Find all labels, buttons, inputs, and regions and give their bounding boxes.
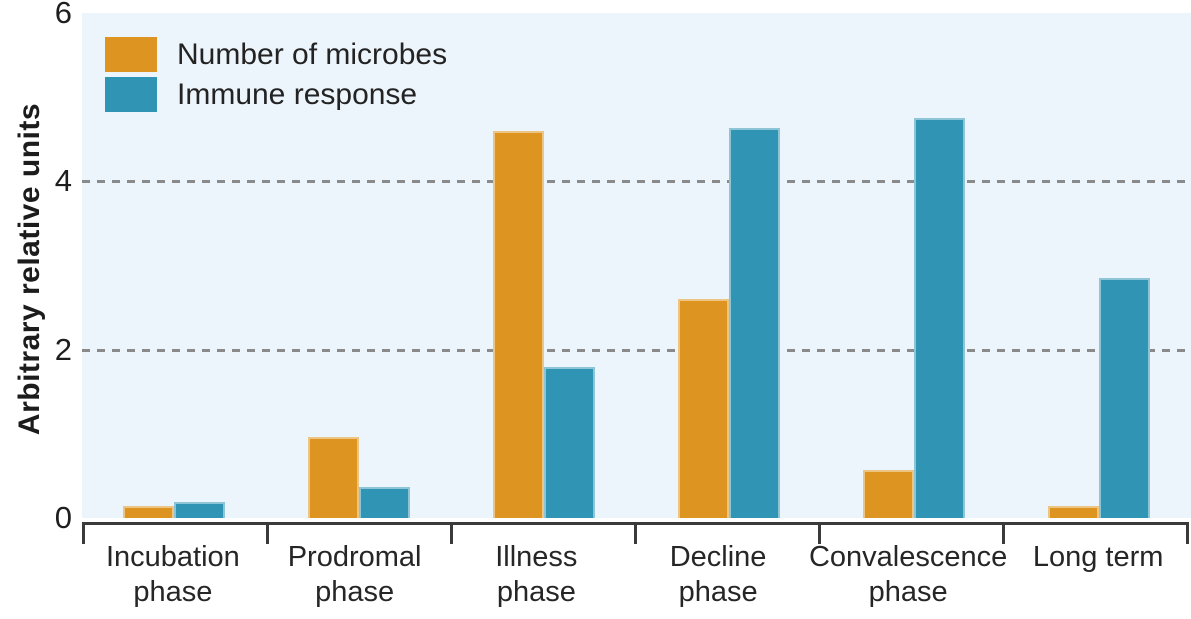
bar-group-incubation-phase	[82, 13, 267, 518]
category-label-incubation-phase: Incubation phase	[105, 541, 240, 608]
bar-immune-response	[728, 128, 780, 518]
category-label-illness-phase: Illness phase	[495, 541, 578, 608]
y-tick-label-0: 0	[54, 500, 72, 535]
bar-number-of-microbes	[123, 506, 175, 518]
category-label-long-term: Long term	[1032, 541, 1164, 573]
x-axis-tick	[818, 522, 821, 544]
legend-item-microbes: Number of microbes	[105, 37, 447, 72]
bar-group-illness-phase	[452, 13, 637, 518]
category-label-convalescence-phase: Convalescence phase	[808, 541, 1008, 608]
bar-immune-response	[359, 486, 411, 518]
y-axis-title: Arbitrary relative units	[13, 102, 46, 436]
bar-immune-response	[1098, 278, 1150, 518]
bar-number-of-microbes	[493, 130, 545, 518]
bar-number-of-microbes	[1047, 506, 1099, 518]
x-axis-tick	[1002, 522, 1005, 544]
x-axis-tick	[82, 522, 85, 544]
y-tick-label-6: 6	[54, 0, 72, 30]
legend-label-immune: Immune response	[177, 77, 418, 111]
x-axis-tick	[266, 522, 269, 544]
category-label-prodromal-phase: Prodromal phase	[287, 541, 422, 608]
legend: Number of microbes Immune response	[105, 37, 447, 117]
legend-item-immune: Immune response	[105, 77, 447, 112]
x-axis-tick	[450, 522, 453, 544]
plot-area: Number of microbes Immune response	[82, 13, 1191, 518]
legend-label-microbes: Number of microbes	[177, 37, 448, 71]
legend-swatch-immune-icon	[105, 77, 157, 112]
bar-group-long-term	[1006, 13, 1191, 518]
category-label-decline-phase: Decline phase	[669, 541, 767, 608]
x-axis-tick	[634, 522, 637, 544]
bar-immune-response	[174, 502, 226, 518]
bar-immune-response	[544, 366, 596, 518]
bar-number-of-microbes	[677, 299, 729, 518]
gridline-4	[82, 180, 1191, 184]
bar-number-of-microbes	[308, 437, 360, 518]
bar-number-of-microbes	[862, 470, 914, 518]
bar-immune-response	[913, 118, 965, 518]
x-axis-tick	[1186, 522, 1189, 544]
y-tick-label-4: 4	[54, 163, 72, 199]
gridline-2	[82, 348, 1191, 352]
bar-group-convalescence-phase	[821, 13, 1006, 518]
bar-group-decline-phase	[636, 13, 821, 518]
bar-groups	[82, 13, 1191, 518]
x-axis-category-labels: Incubation phase Prodromal phase Illness phas…	[82, 540, 1189, 616]
legend-swatch-microbes-icon	[105, 37, 157, 72]
bar-group-prodromal-phase	[267, 13, 452, 518]
y-tick-label-2: 2	[54, 331, 72, 367]
